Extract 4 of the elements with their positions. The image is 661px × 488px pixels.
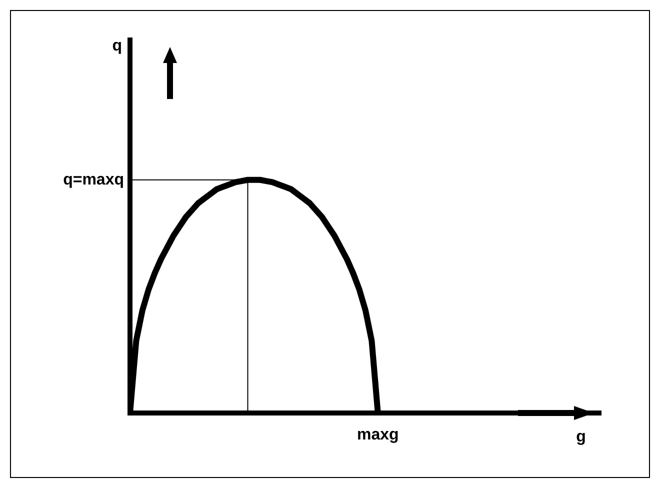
- ref-line-label: q=maxq: [63, 171, 124, 188]
- text: g: [576, 428, 586, 446]
- text: q: [112, 37, 122, 54]
- text: maxg: [356, 426, 399, 444]
